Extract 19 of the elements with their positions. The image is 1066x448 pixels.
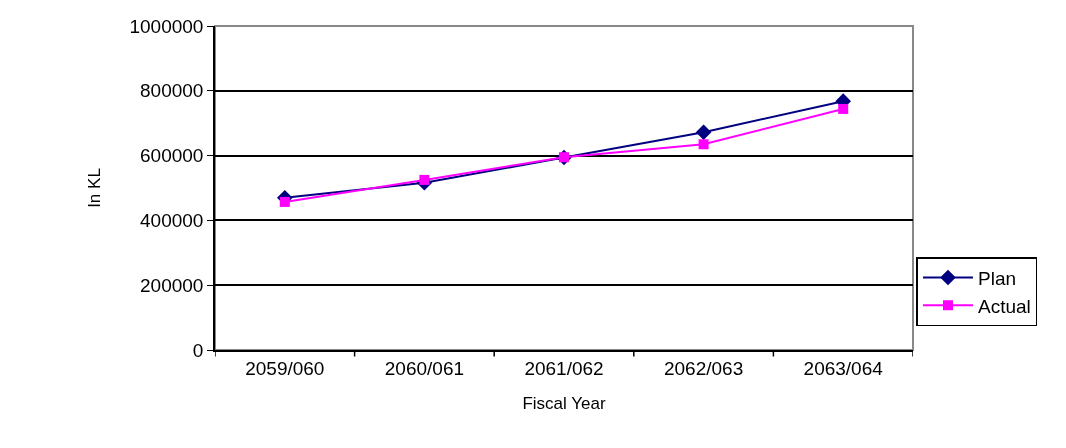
- x-tick-label: 2062/063: [663, 357, 744, 379]
- point: [838, 103, 849, 114]
- legend-label: Actual: [977, 295, 1031, 317]
- y-tick-label: 400000: [140, 210, 204, 232]
- y-tick-label: 200000: [140, 274, 204, 296]
- point: [698, 139, 709, 150]
- y-tick-label: 1000000: [129, 15, 204, 37]
- x-tick-label: 2059/060: [245, 357, 325, 379]
- legend-label: Plan: [977, 267, 1017, 289]
- x-axis-title: Fiscal Year: [522, 394, 606, 414]
- y-axis-title: In KL: [84, 168, 104, 208]
- y-tick-label: 800000: [140, 80, 204, 102]
- x-tick-label: 2060/061: [384, 357, 465, 379]
- y-tick-label: 0: [192, 339, 204, 361]
- point: [279, 196, 290, 207]
- x-tick-label: 2063/064: [803, 357, 884, 379]
- point: [695, 124, 712, 141]
- y-tick-label: 600000: [140, 145, 204, 167]
- x-tick-label: 2061/062: [524, 357, 604, 379]
